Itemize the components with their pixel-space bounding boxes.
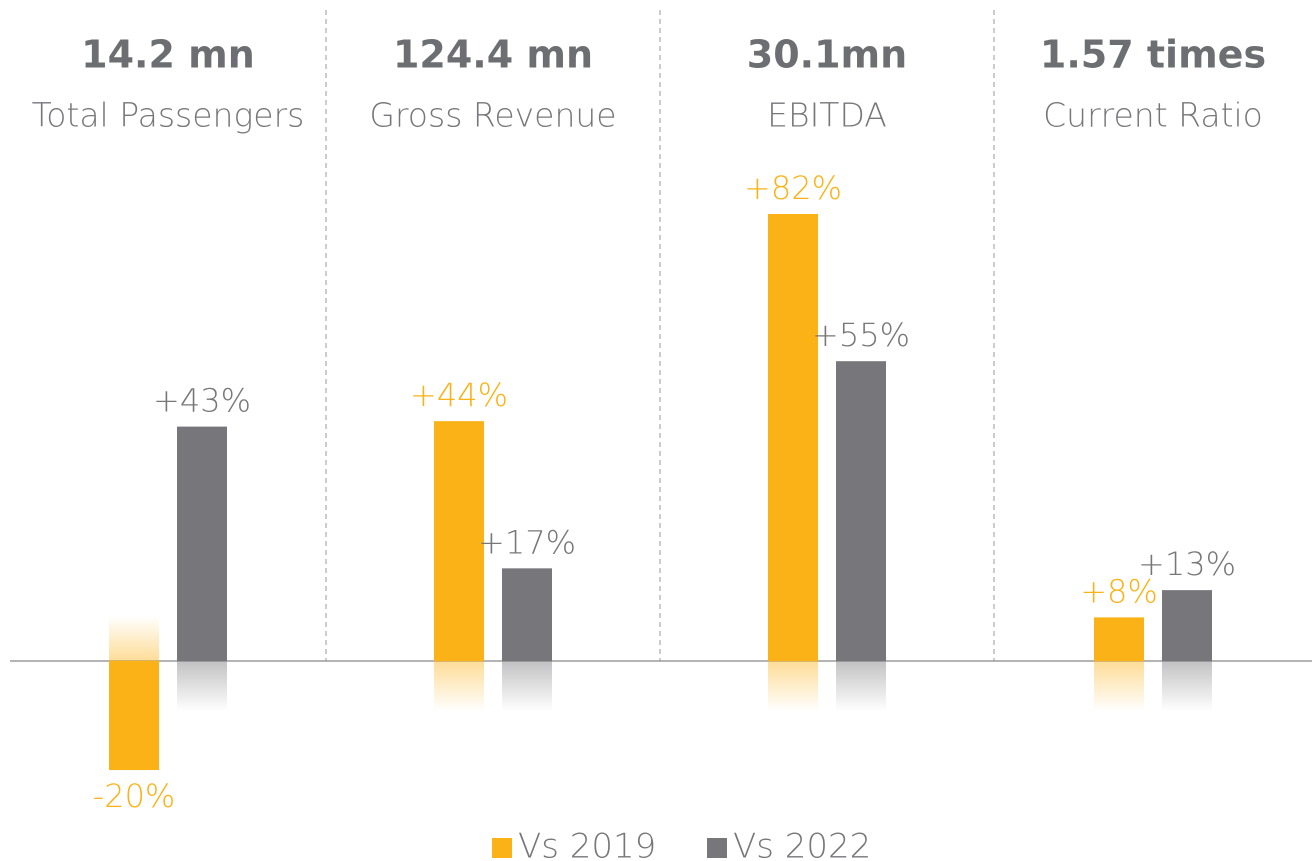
- legend-swatch: [707, 838, 727, 858]
- bar-reflection: [1162, 661, 1212, 711]
- bar: [177, 426, 227, 661]
- bar-reflection: [1094, 661, 1144, 711]
- headline: 30.1mn: [747, 33, 907, 77]
- data-label: +43%: [153, 382, 251, 420]
- panel-title: Total Passengers: [32, 96, 305, 135]
- panel-title: EBITDA: [767, 96, 887, 135]
- bar-reflection: [109, 616, 159, 661]
- bar-reflection: [836, 661, 886, 711]
- legend-label: Vs 2019: [518, 827, 656, 861]
- bar-reflection: [177, 661, 227, 711]
- bar: [434, 421, 484, 661]
- panel-title: Current Ratio: [1043, 96, 1263, 135]
- data-label: -20%: [93, 777, 176, 815]
- headline: 124.4 mn: [393, 33, 593, 77]
- headline: 14.2 mn: [81, 33, 255, 77]
- bar: [502, 568, 552, 661]
- bar: [768, 214, 818, 661]
- bar-reflection: [434, 661, 484, 711]
- bar-reflection: [502, 661, 552, 711]
- legend-label: Vs 2022: [733, 827, 871, 861]
- data-label: +82%: [744, 169, 842, 207]
- panel-title: Gross Revenue: [369, 96, 616, 135]
- data-label: +55%: [812, 316, 910, 354]
- bar: [1094, 617, 1144, 661]
- data-label: +8%: [1080, 572, 1158, 610]
- bar: [109, 661, 159, 771]
- bar-reflection: [768, 661, 818, 711]
- bar: [836, 361, 886, 661]
- bar: [1162, 590, 1212, 661]
- data-label: +13%: [1138, 545, 1236, 583]
- data-label: +44%: [410, 376, 508, 414]
- legend-swatch: [492, 838, 512, 858]
- data-label: +17%: [478, 523, 576, 561]
- headline: 1.57 times: [1040, 33, 1266, 77]
